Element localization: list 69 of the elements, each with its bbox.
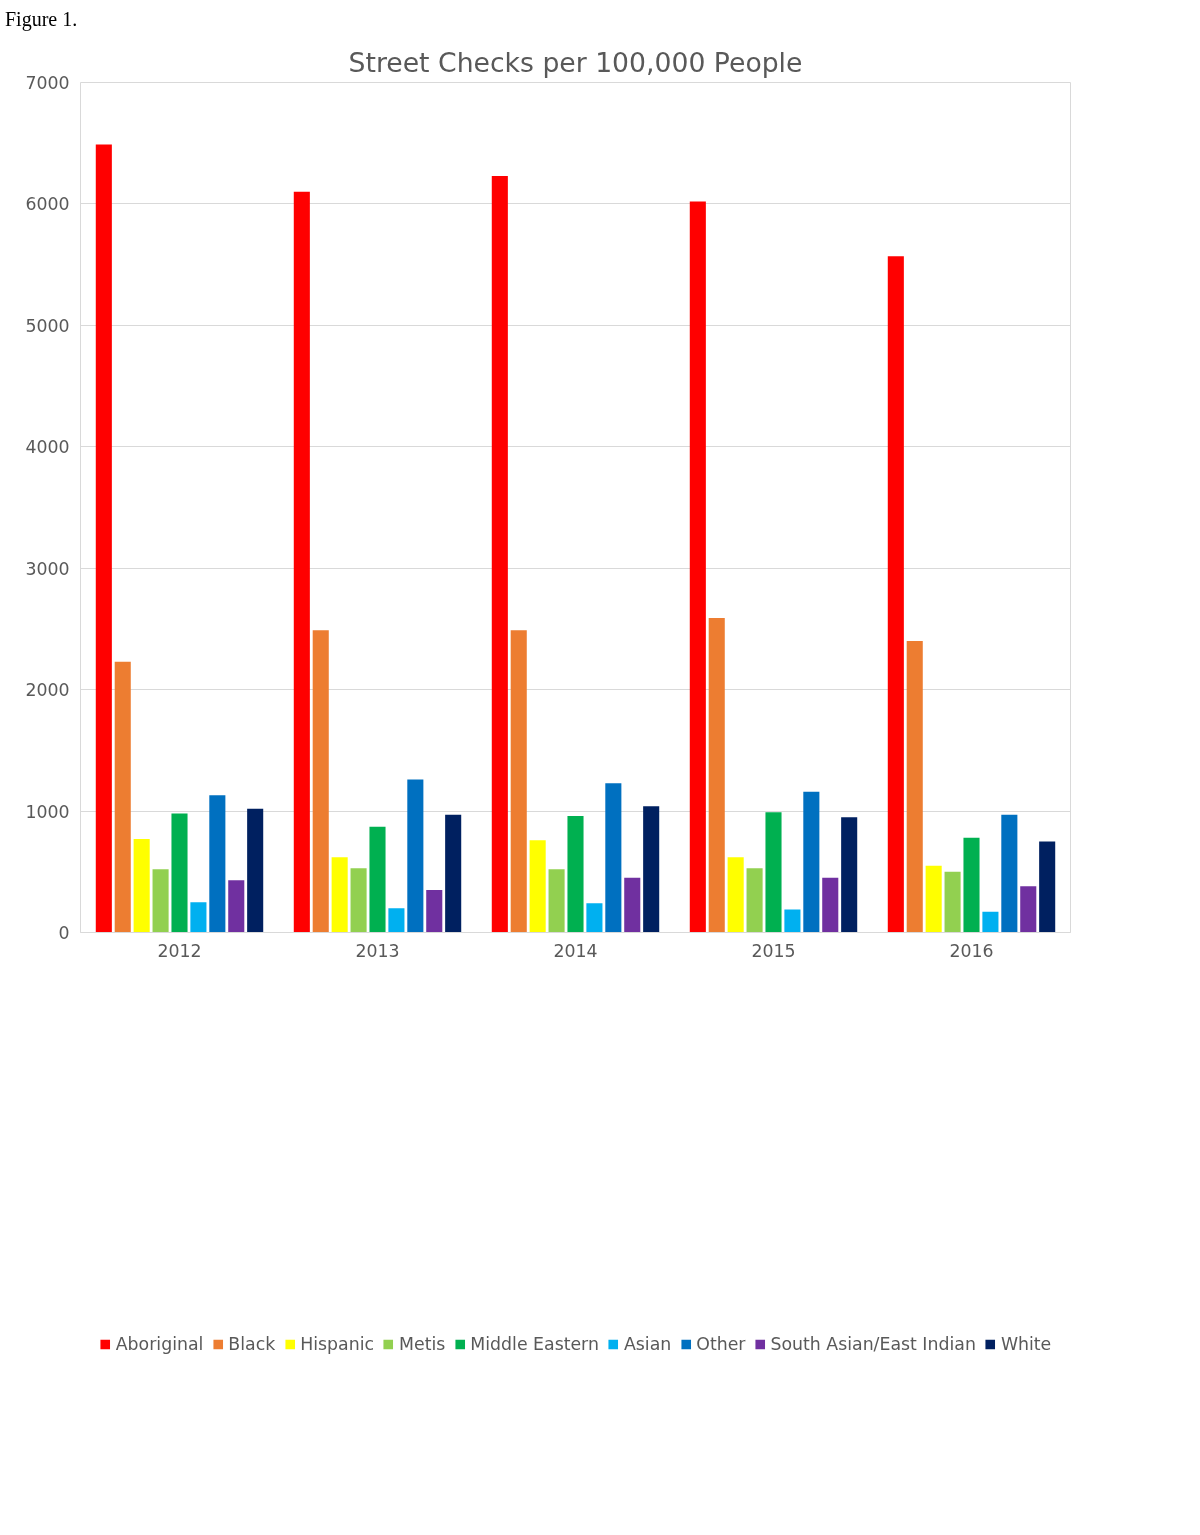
legend-label: Hispanic (300, 1333, 375, 1354)
bar (95, 143, 112, 933)
bar (407, 779, 424, 933)
bar (133, 838, 150, 933)
bar (925, 865, 942, 933)
legend-label: Asian (623, 1333, 672, 1354)
bar (803, 791, 820, 933)
bar (190, 901, 207, 933)
legend-label: Black (228, 1333, 276, 1354)
bar (312, 629, 329, 933)
bar (529, 839, 546, 933)
bar (746, 867, 763, 933)
bar (114, 661, 131, 933)
bar (624, 877, 641, 933)
x-tick-label: 2013 (355, 940, 400, 961)
bar (228, 879, 245, 933)
bar (491, 175, 508, 933)
y-tick-label: 2000 (25, 679, 70, 700)
bar (293, 191, 310, 933)
bar (388, 907, 405, 933)
chart-title: Street Checks per 100,000 People (348, 46, 803, 78)
bar (784, 908, 801, 933)
bar (586, 902, 603, 933)
bar (906, 640, 923, 933)
bar (708, 617, 725, 933)
bar (152, 868, 169, 933)
x-tick-label: 2014 (553, 940, 598, 961)
y-tick-label: 3000 (25, 558, 70, 579)
bar (445, 814, 462, 933)
bar (963, 837, 980, 933)
bar (209, 794, 226, 933)
bar (605, 782, 622, 933)
bar (689, 201, 706, 933)
bar (426, 889, 443, 933)
legend-label: White (1000, 1333, 1052, 1354)
bar (369, 826, 386, 933)
legend-label: Aboriginal (115, 1333, 204, 1354)
y-tick-label: 0 (58, 922, 70, 943)
y-tick-label: 4000 (25, 436, 70, 457)
bar (567, 815, 584, 933)
y-tick-label: 1000 (25, 801, 70, 822)
legend-label: Other (696, 1333, 746, 1354)
y-tick-label: 7000 (25, 72, 70, 93)
x-tick-label: 2015 (751, 940, 796, 961)
bar (510, 629, 527, 933)
bar (727, 856, 744, 933)
legend-label: South Asian/East Indian (770, 1333, 976, 1354)
x-tick-label: 2012 (157, 940, 202, 961)
bar (887, 255, 904, 933)
caption: Figure 1. (5, 7, 78, 33)
bar (643, 805, 660, 933)
y-tick-label: 6000 (25, 193, 70, 214)
bar (350, 867, 367, 933)
bar (171, 813, 188, 933)
bar (1039, 840, 1056, 933)
bar (247, 808, 264, 933)
legend-label: Middle Eastern (470, 1333, 599, 1354)
bar (765, 811, 782, 933)
x-tick-label: 2016 (949, 940, 994, 961)
bar (822, 877, 839, 933)
bar (944, 871, 961, 933)
bar (1001, 814, 1018, 933)
bar (841, 816, 858, 933)
bar (548, 868, 565, 933)
bar (331, 856, 348, 933)
legend-label: Metis (399, 1333, 446, 1354)
bar (982, 911, 999, 933)
y-tick-label: 5000 (25, 315, 70, 336)
bar (1020, 885, 1037, 933)
